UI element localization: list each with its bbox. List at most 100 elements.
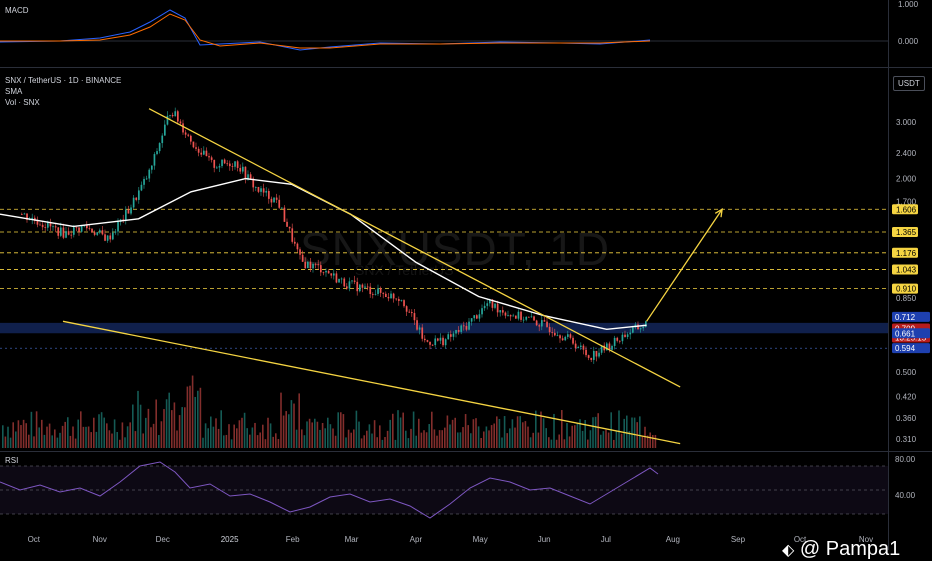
volume-bar [381,439,384,448]
x-tick: Nov [93,535,107,544]
candle-body [145,178,148,180]
volume-bar [571,425,573,448]
candle-body [501,310,504,313]
candle-body [314,263,317,265]
candle-body [618,340,621,342]
candle-body [546,321,548,327]
volume-bar [470,433,472,448]
volume-bar [366,430,368,448]
volume-bar [85,426,87,448]
volume-bar [399,417,402,448]
volume-bar [74,438,77,448]
candle-body [130,207,132,214]
volume-bar [282,415,285,448]
volume-bar [537,432,540,448]
volume-bar [217,428,220,448]
candle-body [556,335,559,337]
candle-body [423,338,426,341]
sma-label: SMA [5,87,23,96]
volume-bar [199,387,202,448]
volume-bar [535,410,537,448]
candle-body [644,321,647,327]
level-tag-label-0: 1.606 [896,205,917,214]
y-tick: 0.310 [896,435,917,444]
candle-body [104,234,106,241]
candle-body [351,280,353,282]
candle-body [457,330,460,332]
candle-body [605,343,608,351]
volume-bar [644,426,646,448]
volume-bar [483,431,485,448]
volume-bar [321,422,324,448]
candle-body [247,174,249,179]
candle-body [62,227,65,238]
volume-bar [605,429,607,448]
candle-body [169,114,171,116]
volume-bar [233,424,235,448]
candle-body [616,337,619,341]
volume-bar [2,425,4,448]
volume-bar [464,414,467,448]
volume-bar [25,423,27,448]
volume-bar [402,412,404,448]
candle-body [114,231,117,233]
level-tag-label-1: 1.365 [896,228,917,237]
volume-bar [384,437,386,448]
volume-bar [249,434,251,448]
volume-bar [134,431,137,448]
candle-body [530,316,533,318]
candle-body [312,263,314,269]
volume-bar [191,375,194,448]
candle-body [629,332,632,335]
time-axis: Oct Nov Dec 2025 Feb Mar Apr May Jun Jul Aug Sep Oct… [28,535,874,544]
candle-body [195,147,197,149]
volume-bar [615,430,618,448]
candle-body [36,220,39,225]
volume-bar [186,386,189,448]
volume-bar [444,427,446,448]
volume-bar [363,435,365,448]
volume-bar [360,438,363,448]
level-tag-label-2: 1.176 [896,249,917,258]
candle-body [241,166,244,172]
volume-bar [106,423,108,448]
volume-bar [236,428,238,448]
volume-bar [280,392,282,448]
candle-body [197,148,200,153]
symbol-watermark-sub: SNX / TetherUS [355,262,454,278]
volume-bar [652,435,654,448]
candle-body [624,334,626,337]
candle-body [52,226,54,228]
volume-bar [267,417,269,448]
volume-bar [173,402,176,448]
x-tick: Oct [28,535,41,544]
candle-body [598,352,600,357]
candle-body [273,197,275,203]
volume-bar [210,416,212,448]
candle-body [447,334,450,340]
volume-bar [316,421,319,448]
candle-body [520,311,522,320]
macd-line [0,9,651,51]
candle-body [153,154,156,166]
candle-body [481,308,483,315]
candle-body [221,159,223,167]
candle-body [561,338,564,341]
x-tick: Oct [794,535,807,544]
volume-bar [202,437,204,448]
price-tag-label-2: 0.661 [895,329,916,338]
candle-body [179,121,182,124]
candle-body [98,230,101,233]
volume-bar [379,425,381,448]
candle-body [486,303,489,306]
volume-bar [350,432,352,448]
candle-body [600,345,603,353]
currency-button[interactable]: USDT [893,76,925,91]
candle-body [387,297,390,299]
price-tag-0 [892,311,930,322]
volume-bar [98,414,100,448]
candle-body [299,249,301,255]
y-tick: 0.850 [896,294,917,303]
volume-bar [4,436,7,448]
volume-bar [433,429,436,448]
